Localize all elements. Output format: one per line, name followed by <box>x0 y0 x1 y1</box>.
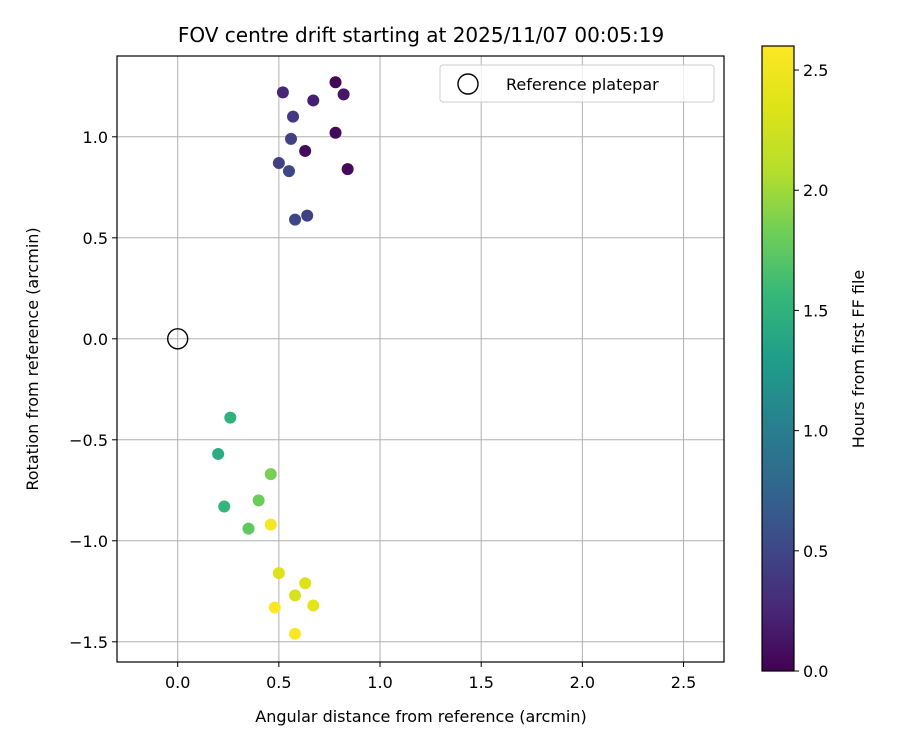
legend-box <box>439 64 715 103</box>
data-points <box>212 76 354 640</box>
colorbar: 0.0 0.5 1.0 1.5 2.0 2.5 Hours from first FF f… <box>761 45 868 681</box>
data-point <box>329 76 342 89</box>
data-point <box>299 144 312 157</box>
data-point <box>264 518 277 531</box>
x-tick-label: 0.5 <box>266 673 291 692</box>
data-point <box>299 577 312 590</box>
y-tick-label: 1.0 <box>83 128 108 147</box>
data-point <box>272 567 285 580</box>
data-point <box>289 627 302 640</box>
colorbar-tick-label: 2.5 <box>803 61 828 80</box>
y-axis-ticks: −1.5 −1.0 −0.5 0.0 0.5 1.0 <box>69 128 117 652</box>
x-axis-label: Angular distance from reference (arcmin) <box>255 707 586 726</box>
data-point <box>285 132 298 145</box>
y-tick-label: 0.5 <box>83 229 108 248</box>
colorbar-label: Hours from first FF file <box>849 270 868 449</box>
grid <box>117 56 724 662</box>
x-tick-label: 2.0 <box>570 673 595 692</box>
reference-marker <box>166 328 189 350</box>
data-point <box>272 157 285 170</box>
y-tick-label: 0.0 <box>83 330 108 349</box>
data-point <box>252 494 265 507</box>
legend-label: Reference platepar <box>506 75 659 94</box>
data-point <box>264 468 277 481</box>
y-tick-label: −1.5 <box>69 633 108 652</box>
colorbar-frame <box>761 45 795 672</box>
data-point <box>212 447 225 460</box>
colorbar-tick-label: 0.5 <box>803 542 828 561</box>
legend-marker-icon <box>457 73 479 95</box>
colorbar-tick-label: 2.0 <box>803 181 828 200</box>
data-point <box>341 163 354 176</box>
reference-point <box>166 328 189 350</box>
data-point <box>289 213 302 226</box>
data-point <box>218 500 231 513</box>
data-point <box>282 165 295 178</box>
legend: Reference platepar <box>439 64 715 103</box>
data-point <box>276 86 289 99</box>
chart-title: FOV centre drift starting at 2025/11/07 … <box>178 23 664 47</box>
data-point <box>337 88 350 101</box>
data-point <box>307 94 320 107</box>
x-tick-label: 1.5 <box>468 673 493 692</box>
x-tick-label: 2.5 <box>671 673 696 692</box>
colorbar-tick-label: 1.0 <box>803 422 828 441</box>
data-point <box>329 126 342 139</box>
data-point <box>268 601 281 614</box>
y-tick-label: −1.0 <box>69 532 108 551</box>
data-point <box>289 589 302 602</box>
colorbar-tick-label: 1.5 <box>803 301 828 320</box>
data-point <box>242 522 255 535</box>
data-point <box>224 411 237 424</box>
y-axis-label: Rotation from reference (arcmin) <box>23 227 42 490</box>
colorbar-ticks: 0.0 0.5 1.0 1.5 2.0 2.5 <box>794 61 828 681</box>
y-tick-label: −0.5 <box>69 431 108 450</box>
x-tick-label: 1.0 <box>367 673 392 692</box>
colorbar-gradient <box>762 46 794 671</box>
x-tick-label: 0.0 <box>165 673 190 692</box>
data-point <box>307 599 320 612</box>
data-point <box>287 110 300 123</box>
x-axis-ticks: 0.0 0.5 1.0 1.5 2.0 2.5 <box>165 662 696 692</box>
data-point <box>301 209 314 222</box>
colorbar-tick-label: 0.0 <box>803 662 828 681</box>
plot-area-frame <box>116 55 725 663</box>
